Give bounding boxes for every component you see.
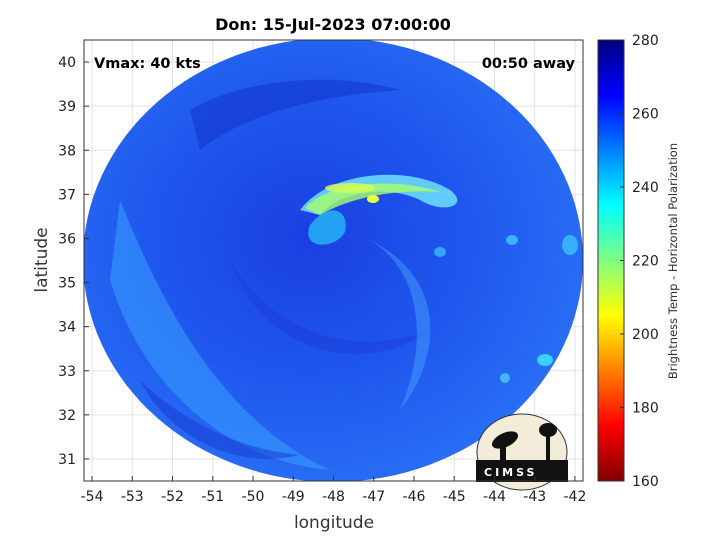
x-tick-label: -46 xyxy=(403,489,426,505)
vmax-label: Vmax: 40 kts xyxy=(94,56,201,72)
colorbar-tick-label: 280 xyxy=(632,33,659,49)
cimss-logo: CIMSS xyxy=(476,413,568,491)
y-tick-label: 31 xyxy=(58,452,76,468)
y-tick-label: 39 xyxy=(58,99,76,115)
colorbar-tick-label: 180 xyxy=(632,401,659,417)
x-tick-label: -48 xyxy=(322,489,345,505)
x-axis-label: longitude xyxy=(294,513,374,533)
x-axis-ticks: -54 -53 -52 -51 -50 -49 -48 -47 -46 -45 -44 -43 -42 xyxy=(81,476,587,505)
y-tick-label: 35 xyxy=(58,276,76,292)
x-tick-label: -47 xyxy=(362,489,385,505)
colorbar-tick-label: 240 xyxy=(632,180,659,196)
y-tick-label: 34 xyxy=(58,320,76,336)
colorbar-ticks: 160 180 200 220 240 260 280 xyxy=(620,33,659,490)
x-tick-label: -54 xyxy=(81,489,104,505)
colorbar xyxy=(597,39,625,482)
x-tick-label: -52 xyxy=(161,489,184,505)
x-tick-label: -44 xyxy=(483,489,506,505)
y-tick-label: 40 xyxy=(58,55,76,71)
swath-texture xyxy=(110,79,578,470)
x-tick-label: -43 xyxy=(523,489,546,505)
x-tick-label: -50 xyxy=(242,489,265,505)
logo-text: CIMSS xyxy=(484,466,537,479)
y-axis-ticks: 31 32 33 34 35 36 37 38 39 40 xyxy=(58,55,89,468)
colorbar-label: Brightness Temp - Horizontal Polarizatio… xyxy=(666,143,680,379)
y-tick-label: 38 xyxy=(58,143,76,159)
y-tick-label: 37 xyxy=(58,187,76,203)
colorbar-tick-label: 200 xyxy=(632,327,659,343)
y-tick-label: 33 xyxy=(58,364,76,380)
colorbar-tick-label: 220 xyxy=(632,254,659,270)
x-tick-label: -49 xyxy=(282,489,305,505)
x-tick-label: -51 xyxy=(201,489,224,505)
y-tick-label: 36 xyxy=(58,231,76,247)
x-tick-label: -45 xyxy=(443,489,466,505)
colorbar-tick-label: 160 xyxy=(632,474,659,490)
y-axis-label: latitude xyxy=(32,227,52,292)
time-away-label: 00:50 away xyxy=(482,56,576,72)
chart-title: Don: 15-Jul-2023 07:00:00 xyxy=(215,15,451,34)
y-tick-label: 32 xyxy=(58,408,76,424)
colorbar-tick-label: 260 xyxy=(632,107,659,123)
x-tick-label: -53 xyxy=(121,489,144,505)
x-tick-label: -42 xyxy=(564,489,587,505)
